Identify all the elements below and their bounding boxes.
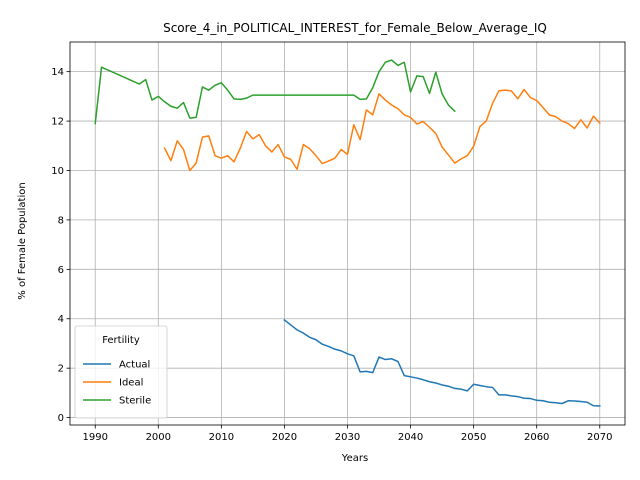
x-tick-label: 2000 [146,432,171,443]
legend: Fertility Actual Ideal Sterile [74,325,168,419]
legend-title: Fertility [102,335,140,346]
chart-title: Score_4_in_POLITICAL_INTEREST_for_Female… [163,21,547,35]
y-tick-label: 10 [51,166,64,177]
x-tick-label: 2010 [209,432,234,443]
x-tick-label: 1990 [83,432,108,443]
axes: 1990 2000 2010 2020 2030 2040 2050 2060 2070 0 2 4 6… [51,67,612,443]
series-line-ideal [163,88,601,172]
series-lines [94,59,601,407]
y-tick-label: 12 [51,117,64,128]
series-line-actual [283,318,601,407]
y-tick-label: 8 [58,215,64,226]
x-tick-label: 2070 [587,432,612,443]
legend-box [74,325,168,419]
x-tick-label: 2060 [524,432,549,443]
x-tick-label: 2050 [461,432,486,443]
legend-label-actual: Actual [119,360,150,371]
x-axis-label: Years [341,453,368,464]
series-line-sterile [94,59,456,125]
y-tick-label: 2 [58,364,64,375]
x-tick-label: 2040 [398,432,423,443]
y-tick-label: 4 [58,314,64,325]
legend-label-sterile: Sterile [119,396,151,407]
grid [70,42,625,425]
y-tick-label: 0 [58,413,64,424]
x-tick-label: 2030 [335,432,360,443]
y-tick-label: 6 [58,265,64,276]
y-tick-label: 14 [51,67,64,78]
legend-label-ideal: Ideal [119,378,143,389]
x-tick-label: 2020 [272,432,297,443]
y-axis-label: % of Female Population [17,182,28,299]
